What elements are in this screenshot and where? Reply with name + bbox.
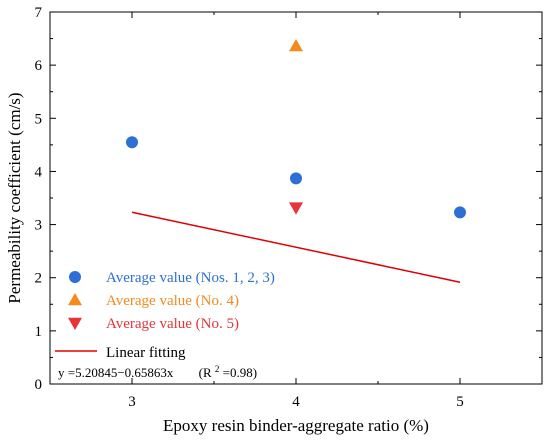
legend: Average value (Nos. 1, 2, 3) Average valu… [55, 270, 275, 361]
data-point-circle [126, 136, 138, 149]
y-tick-label: 4 [35, 164, 43, 180]
y-tick-label: 0 [35, 377, 43, 393]
legend-fit-label: Linear fitting [106, 345, 186, 361]
y-tick-label: 1 [35, 324, 43, 340]
y-tick-label: 7 [35, 5, 43, 21]
legend-marker-triangle-down [68, 317, 82, 330]
x-tick-label: 3 [128, 394, 136, 410]
data-points [126, 39, 466, 219]
legend-entry-label: Average value (No. 5) [106, 316, 239, 332]
legend-entry-label: Average value (Nos. 1, 2, 3) [106, 270, 275, 286]
y-tick-label: 3 [35, 218, 43, 234]
fit-equation: y =5.20845−0.65863x (R 2 =0.98) [58, 360, 257, 380]
fit-equation-main: y =5.20845−0.65863x [58, 365, 174, 380]
y-axis-ticks: 0 1 2 3 4 5 6 7 [35, 5, 542, 393]
fit-line-group [131, 211, 461, 283]
y-tick-label: 5 [35, 111, 43, 127]
legend-entry-label: Average value (No. 4) [106, 293, 239, 309]
data-point-circle [454, 206, 466, 219]
legend-marker-circle [69, 271, 81, 283]
data-point-triangle-up [289, 39, 303, 52]
x-tick-label: 4 [292, 394, 300, 410]
legend-marker-triangle-up [68, 293, 82, 306]
y-axis-label: Permeability coefficient (cm/s) [5, 92, 24, 303]
fit-line [131, 211, 461, 283]
x-axis-label: Epoxy resin binder-aggregate ratio (%) [163, 416, 429, 435]
data-point-circle [290, 172, 302, 185]
x-axis-ticks: 3 4 5 [49, 12, 543, 410]
y-tick-label: 6 [35, 58, 43, 74]
fit-r2-sup: 2 [215, 364, 220, 374]
x-tick-label: 5 [456, 394, 464, 410]
fit-r2-suffix: =0.98) [223, 365, 257, 380]
data-point-triangle-down [289, 202, 303, 215]
fit-r2-prefix: (R [199, 365, 212, 380]
y-tick-label: 2 [35, 271, 43, 287]
